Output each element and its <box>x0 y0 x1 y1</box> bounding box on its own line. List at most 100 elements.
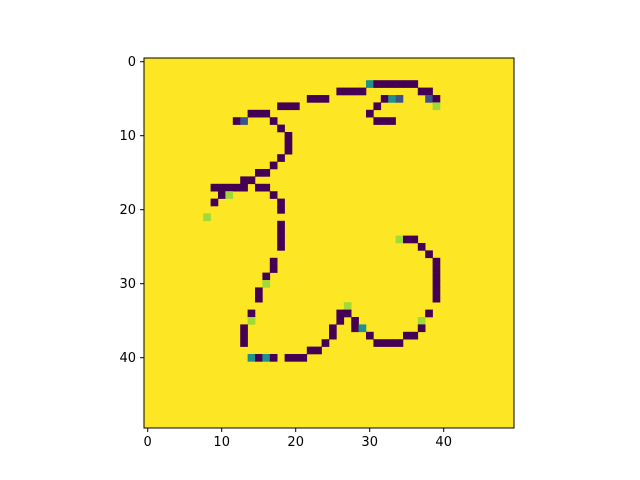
heatmap-cell <box>366 331 374 340</box>
heatmap-cell <box>351 317 359 325</box>
heatmap-cell <box>225 183 234 192</box>
heatmap-cell <box>425 87 433 96</box>
heatmap-cell <box>314 95 322 103</box>
heatmap-cell <box>284 354 293 362</box>
heatmap-cell <box>388 95 396 103</box>
heatmap-cell <box>240 176 248 185</box>
heatmap-cell <box>343 309 352 318</box>
heatmap-cell <box>432 272 441 281</box>
heatmap-cell <box>410 80 419 88</box>
heatmap-cell <box>432 95 441 103</box>
heatmap-cell <box>247 317 256 325</box>
heatmap-cell <box>277 228 285 236</box>
heatmap-cell <box>388 339 396 347</box>
heatmap-cell <box>284 146 293 155</box>
heatmap-cell <box>277 102 285 111</box>
heatmap-cell <box>247 309 256 318</box>
heatmap-cell <box>432 257 441 266</box>
heatmap-cell <box>255 183 263 192</box>
heatmap-cell <box>240 339 248 347</box>
heatmap-cell <box>432 294 441 303</box>
heatmap-cell <box>277 243 285 251</box>
heatmap-cell <box>380 80 389 88</box>
heatmap-cell <box>432 280 441 288</box>
heatmap-cell <box>395 235 404 244</box>
heatmap-cell <box>203 213 211 222</box>
heatmap-cell <box>255 294 263 303</box>
heatmap-cell <box>255 354 263 362</box>
heatmap-cells <box>203 80 441 362</box>
heatmap-cell <box>366 109 374 118</box>
heatmap-cell <box>210 183 219 192</box>
heatmap-cell <box>262 272 271 281</box>
heatmap-cell <box>366 80 374 88</box>
heatmap-cell <box>403 235 411 244</box>
heatmap-cell <box>269 117 278 125</box>
heatmap-cell <box>225 191 234 199</box>
heatmap-cell <box>417 87 426 96</box>
heatmap-cell <box>277 124 285 133</box>
heatmap-cell <box>269 265 278 273</box>
heatmap-cell <box>351 87 359 96</box>
heatmap-cell <box>277 220 285 229</box>
y-tick-label: 40 <box>119 351 136 366</box>
heatmap-cell <box>410 235 419 244</box>
heatmap-cell <box>262 109 271 118</box>
x-tick-label: 20 <box>287 435 304 450</box>
x-tick-label: 10 <box>213 435 230 450</box>
heatmap-cell <box>240 324 248 333</box>
heatmap-cell <box>292 354 300 362</box>
heatmap-cell <box>373 80 382 88</box>
heatmap-cell <box>410 331 419 340</box>
heatmap-cell <box>432 287 441 296</box>
heatmap-cell <box>432 265 441 273</box>
heatmap-cell <box>247 354 256 362</box>
y-tick-label: 0 <box>128 55 136 70</box>
y-tick-label: 20 <box>119 203 136 218</box>
y-tick-label: 30 <box>119 277 136 292</box>
heatmap-cell <box>373 339 382 347</box>
heatmap-cell <box>373 117 382 125</box>
heatmap-cell <box>380 117 389 125</box>
heatmap-cell <box>380 339 389 347</box>
heatmap-cell <box>425 309 433 318</box>
heatmap-cell <box>262 183 271 192</box>
heatmap-cell <box>395 80 404 88</box>
heatmap-cell <box>269 161 278 170</box>
heatmap-cell <box>403 80 411 88</box>
heatmap-cell <box>232 117 241 125</box>
heatmap-background <box>144 58 514 428</box>
heatmap-cell <box>329 331 337 340</box>
heatmap-cell <box>395 95 404 103</box>
heatmap-cell <box>373 102 382 111</box>
heatmap-cell <box>255 169 263 177</box>
heatmap-cell <box>403 331 411 340</box>
heatmap-cell <box>417 317 426 325</box>
heatmap-cell <box>425 95 433 103</box>
heatmap-cell <box>277 154 285 162</box>
heatmap-cell <box>269 191 278 199</box>
x-axis-ticks: 0 10 20 30 40 <box>144 428 452 450</box>
heatmap-cell <box>306 95 315 103</box>
heatmap-cell <box>358 87 367 96</box>
x-tick-label: 40 <box>435 435 452 450</box>
heatmap-cell <box>395 339 404 347</box>
heatmap-cell <box>284 139 293 148</box>
heatmap-cell <box>247 176 256 185</box>
heatmap-cell <box>336 87 345 96</box>
x-tick-label: 0 <box>144 435 152 450</box>
heatmap-cell <box>432 102 441 111</box>
heatmap-cell <box>321 95 330 103</box>
x-tick-label: 30 <box>361 435 378 450</box>
heatmap-cell <box>343 302 352 310</box>
heatmap-cell <box>284 102 293 111</box>
heatmap-cell <box>306 346 315 355</box>
heatmap-cell <box>262 169 271 177</box>
heatmap-cell <box>336 309 345 318</box>
heatmap-cell <box>314 346 322 355</box>
heatmap-cell <box>351 324 359 333</box>
heatmap-cell <box>255 109 263 118</box>
heatmap-cell <box>329 324 337 333</box>
heatmap-cell <box>277 206 285 214</box>
